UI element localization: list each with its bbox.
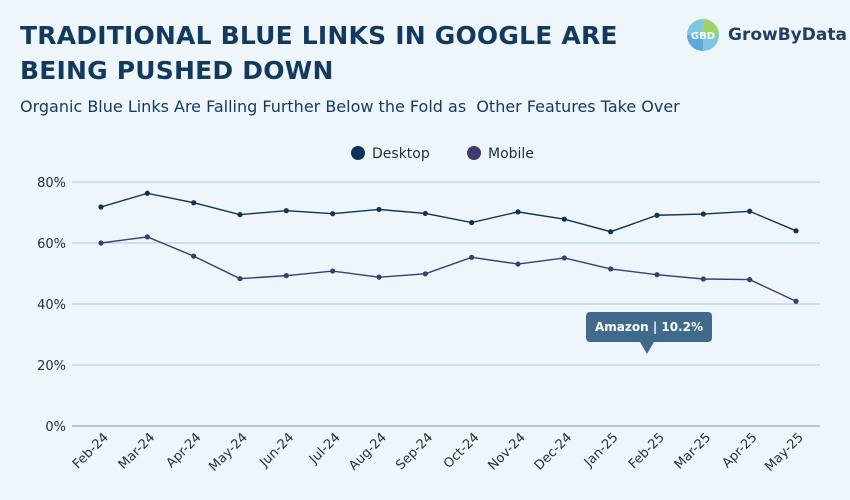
data-point-mobile: [283, 273, 289, 279]
grid-lines: [72, 181, 820, 427]
chart-subtitle: Organic Blue Links Are Falling Further B…: [20, 97, 680, 116]
data-point-desktop: [561, 216, 567, 222]
data-point-mobile: [747, 277, 753, 283]
logo-text: GrowByData: [728, 25, 847, 45]
data-point-mobile: [515, 261, 521, 267]
data-point-desktop: [283, 208, 289, 214]
data-point-desktop: [422, 210, 428, 217]
data-point-desktop: [191, 200, 197, 206]
data-point-desktop: [608, 229, 614, 235]
data-point-mobile: [469, 254, 475, 260]
x-tick-label: Nov-24: [486, 430, 529, 473]
x-axis-ticks: Feb-24 Mar-24 Apr-24 May-24 Jun-24 Jul-24 Aug-…: [70, 430, 807, 474]
x-tick-label: May-25: [762, 430, 806, 474]
data-point-mobile: [237, 276, 243, 282]
data-point-mobile: [561, 255, 567, 261]
data-point-mobile: [144, 234, 150, 240]
data-point-desktop: [330, 211, 336, 217]
series-line-desktop: [100, 192, 797, 233]
x-tick-label: Apr-25: [720, 430, 761, 471]
y-tick-label: 80%: [37, 176, 66, 191]
chart-legend: Desktop Mobile: [351, 146, 534, 162]
data-point-mobile: [330, 268, 336, 274]
x-tick-label: Feb-24: [70, 430, 112, 472]
data-point-desktop: [469, 219, 475, 226]
data-point-mobile: [654, 272, 660, 278]
x-tick-label: Feb-25: [626, 430, 668, 472]
brand-logo: GBD GrowByData: [686, 18, 847, 52]
series-lines: [98, 190, 799, 304]
x-tick-label: Jun-24: [256, 430, 297, 471]
y-tick-label: 0%: [45, 420, 66, 435]
data-point-desktop: [237, 212, 243, 218]
legend-marker-mobile: [467, 146, 481, 160]
data-point-mobile: [793, 298, 799, 304]
data-point-desktop: [515, 209, 521, 215]
data-point-mobile: [191, 253, 197, 259]
y-tick-label: 20%: [37, 359, 66, 374]
x-tick-label: Mar-25: [672, 430, 714, 472]
data-point-mobile: [700, 276, 706, 282]
x-tick-label: Aug-24: [346, 430, 390, 474]
data-point-desktop: [793, 228, 799, 234]
data-point-desktop: [654, 212, 660, 218]
data-point-mobile: [608, 266, 614, 272]
x-tick-label: Jan-25: [581, 430, 622, 471]
tooltip-amazon: Amazon | 10.2%: [586, 312, 712, 342]
data-point-desktop: [98, 204, 104, 210]
y-tick-label: 40%: [37, 298, 66, 313]
legend-label-mobile: Mobile: [488, 146, 534, 162]
x-tick-label: Apr-24: [164, 430, 205, 471]
x-tick-label: Jul-24: [306, 430, 343, 467]
x-tick-label: Oct-24: [441, 430, 483, 472]
data-point-desktop: [747, 208, 753, 214]
data-point-desktop: [376, 206, 382, 213]
data-point-mobile: [98, 240, 104, 246]
data-point-desktop: [144, 190, 150, 196]
data-point-mobile: [376, 274, 382, 280]
logo-mark-text: GBD: [691, 31, 715, 42]
legend-label-desktop: Desktop: [372, 146, 430, 162]
series-line-mobile: [100, 236, 797, 302]
x-tick-label: Mar-24: [116, 430, 158, 472]
legend-marker-desktop: [351, 146, 365, 160]
growbydata-logo-icon: GBD: [687, 19, 719, 51]
tooltip-arrow: [640, 342, 654, 354]
chart-title: TRADITIONAL BLUE LINKS IN GOOGLE ARE BEI…: [20, 21, 618, 85]
y-axis-ticks: 0% 20% 40% 60% 80%: [37, 176, 66, 435]
data-point-desktop: [700, 211, 706, 217]
x-tick-label: Dec-24: [532, 430, 575, 473]
x-tick-label: May-24: [206, 430, 250, 474]
x-tick-label: Sep-24: [393, 430, 436, 473]
y-tick-label: 60%: [37, 237, 66, 252]
data-point-mobile: [422, 271, 428, 277]
